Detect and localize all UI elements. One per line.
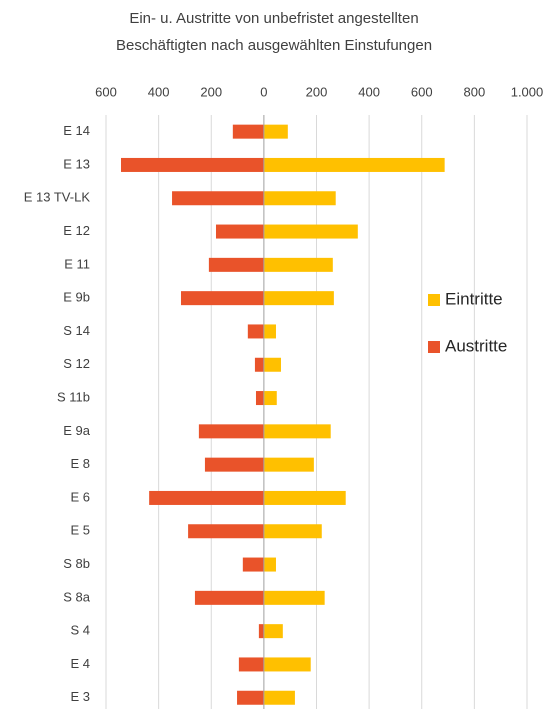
- bar: [198, 424, 264, 439]
- bar: [263, 124, 288, 139]
- y-tick-label: E 9b: [63, 290, 90, 305]
- bar: [120, 157, 264, 172]
- bar: [258, 624, 264, 639]
- x-tick-label: 600: [95, 84, 117, 99]
- y-tick-label: S 14: [63, 323, 90, 338]
- x-tick-label: 200: [200, 84, 222, 99]
- bar: [149, 490, 264, 505]
- x-tick-label: 400: [358, 84, 380, 99]
- bar: [254, 357, 264, 372]
- x-tick-label: 800: [464, 84, 486, 99]
- y-tick-label: E 5: [70, 523, 90, 538]
- bar: [247, 324, 264, 339]
- y-tick-label: S 8b: [63, 556, 90, 571]
- y-tick-label: S 4: [70, 623, 90, 638]
- legend-swatch: [428, 341, 440, 353]
- bar: [263, 624, 283, 639]
- bar: [263, 324, 276, 339]
- x-tick-label: 600: [411, 84, 433, 99]
- bar: [263, 557, 276, 572]
- bar: [263, 424, 331, 439]
- y-tick-label: E 12: [63, 223, 90, 238]
- y-tick-label: S 11b: [57, 389, 90, 404]
- bar: [208, 257, 264, 272]
- y-tick-label: E 3: [70, 689, 90, 704]
- bar: [263, 490, 346, 505]
- y-tick-label: E 4: [70, 656, 90, 671]
- bar: [180, 291, 264, 306]
- bar: [237, 690, 264, 705]
- y-tick-label: S 8a: [63, 589, 91, 604]
- legend-label: Eintritte: [445, 289, 503, 308]
- legend-label: Austritte: [445, 336, 507, 355]
- bar: [263, 357, 281, 372]
- bar: [263, 157, 445, 172]
- y-tick-label: E 14: [63, 123, 90, 138]
- y-tick-label: E 9a: [63, 423, 91, 438]
- bar: [194, 590, 264, 605]
- bar: [172, 191, 264, 206]
- bar: [263, 524, 322, 539]
- x-tick-label: 200: [306, 84, 328, 99]
- bar: [255, 391, 264, 406]
- bar: [263, 457, 314, 472]
- x-tick-label: 400: [148, 84, 170, 99]
- bar: [232, 124, 264, 139]
- chart-title: Beschäftigten nach ausgewählten Einstufu…: [116, 37, 432, 54]
- bar: [263, 191, 336, 206]
- bar: [242, 557, 264, 572]
- bar: [263, 590, 325, 605]
- y-tick-label: E 13: [63, 156, 90, 171]
- y-tick-label: S 12: [63, 356, 90, 371]
- bar: [263, 224, 358, 239]
- bar: [188, 524, 264, 539]
- chart-title: Ein- u. Austritte von unbefristet angest…: [129, 10, 418, 27]
- bar: [238, 657, 264, 672]
- y-tick-label: E 13 TV-LK: [24, 190, 91, 205]
- bar: [263, 291, 334, 306]
- y-tick-label: E 8: [70, 456, 90, 471]
- bar: [215, 224, 264, 239]
- bar: [263, 690, 295, 705]
- x-tick-label: 0: [260, 84, 267, 99]
- bar: [263, 257, 333, 272]
- bar: [204, 457, 264, 472]
- bar: [263, 657, 311, 672]
- legend-swatch: [428, 294, 440, 306]
- x-tick-label: 1.000: [511, 84, 544, 99]
- y-tick-label: E 11: [64, 256, 90, 271]
- y-tick-label: E 6: [70, 489, 90, 504]
- bar: [263, 391, 277, 406]
